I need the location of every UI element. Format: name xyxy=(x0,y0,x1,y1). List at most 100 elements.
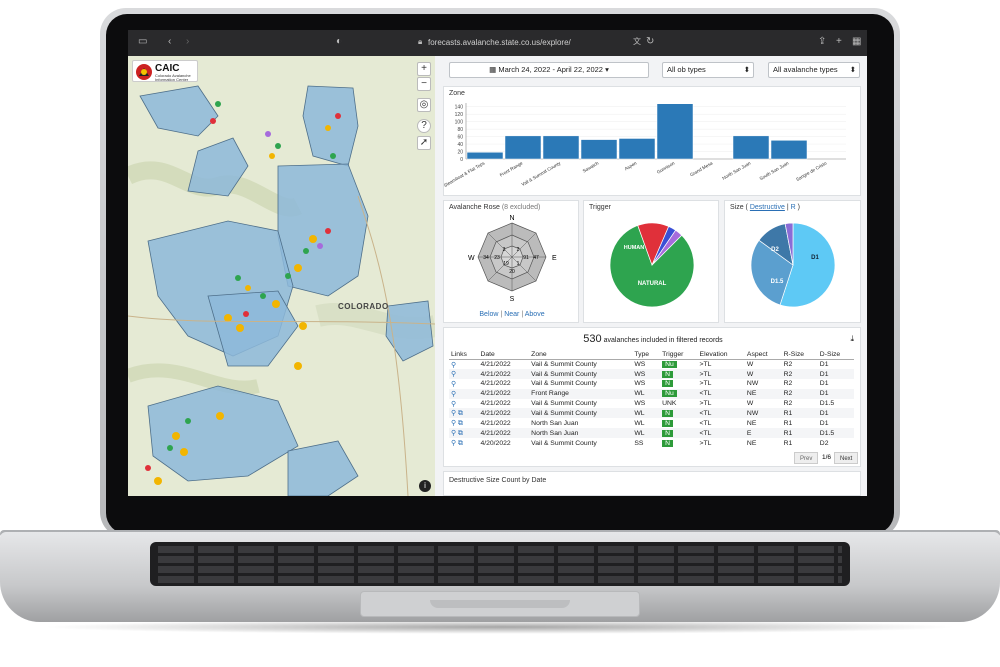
trigger-badge: UNK xyxy=(662,400,677,408)
trigger-badge: N xyxy=(662,370,674,378)
elevation-cell: <TL xyxy=(697,428,745,439)
help-button[interactable]: ? xyxy=(417,119,431,133)
table-row[interactable]: ⚲ 4/21/2022 Front Range WL Nu <TL NE R2 D1 xyxy=(449,388,854,399)
back-icon[interactable]: ‹ xyxy=(168,36,172,47)
column-header[interactable]: Aspect xyxy=(744,350,782,360)
zone-cell: Vail & Summit County xyxy=(529,369,633,380)
size-sep: | xyxy=(786,204,789,211)
column-header[interactable]: Links xyxy=(449,350,479,360)
location-pin-icon[interactable]: ⚲ xyxy=(451,419,456,427)
location-pin-icon[interactable]: ⚲ xyxy=(451,409,456,417)
size-destructive-link[interactable]: Destructive xyxy=(749,204,785,211)
column-header[interactable]: D-Size xyxy=(817,350,854,360)
download-icon[interactable]: ⤓ xyxy=(850,334,854,343)
url-bar[interactable]: forecasts.avalanche.state.co.us/explore/ xyxy=(428,38,571,47)
table-row[interactable]: ⚲ ⧉ 4/21/2022 North San Juan WL N <TL NE R1 D1 xyxy=(449,418,854,428)
y-tick-label: 20 xyxy=(457,150,463,156)
ob-types-value: All ob types xyxy=(667,65,706,74)
rose-below-link[interactable]: Below xyxy=(479,311,499,318)
select-arrows-icon: ⬍ xyxy=(849,65,856,74)
trigger-badge: N xyxy=(662,409,674,417)
r-size-cell: R1 xyxy=(783,439,793,447)
r-size-cell: R2 xyxy=(783,380,793,388)
elevation-cell: <TL xyxy=(699,419,712,427)
rose-near-link[interactable]: Near xyxy=(504,311,520,318)
pie-label: D2 xyxy=(771,247,779,253)
d-size-cell: D1.5 xyxy=(819,400,835,408)
rose-above-link[interactable]: Above xyxy=(524,311,545,318)
column-header[interactable]: Elevation xyxy=(697,350,745,360)
rose-west: W xyxy=(468,255,475,262)
location-pin-icon[interactable]: ⚲ xyxy=(451,371,456,379)
location-pin-icon[interactable]: ⚲ xyxy=(451,380,456,388)
screen: ▭ ‹ › ◐ 🔒︎ forecasts.avalanche.state.co.… xyxy=(128,30,867,496)
d-size-cell: D1 xyxy=(817,369,854,380)
column-header[interactable]: R-Size xyxy=(781,350,818,360)
avalanche-types-select[interactable]: All avalanche types ⬍ xyxy=(768,62,860,78)
zoom-in-button[interactable]: + xyxy=(417,62,431,76)
caic-logo: CAIC Colorado Avalanche Information Cent… xyxy=(132,60,198,82)
locate-icon[interactable]: ◎ xyxy=(417,98,431,112)
location-pin-icon[interactable]: ⚲ xyxy=(451,439,456,447)
pie-slice[interactable] xyxy=(651,229,683,266)
table-row[interactable]: ⚲ ⧉ 4/20/2022 Vail & Summit County SS N >TL NE… xyxy=(449,438,854,448)
prev-page-button[interactable]: Prev xyxy=(794,452,819,464)
shield-icon: ◐ xyxy=(336,36,343,47)
pie-slice[interactable] xyxy=(609,225,695,308)
sidebar-toggle-icon[interactable]: ▭ xyxy=(138,36,148,47)
trigger-badge: Nu xyxy=(662,390,677,398)
location-pin-icon[interactable]: ⚲ xyxy=(451,400,456,408)
date-cell: 4/21/2022 xyxy=(480,361,511,369)
trigger-chart-card: Trigger NATURAL HUMAN xyxy=(583,200,719,323)
next-page-button[interactable]: Next xyxy=(834,452,859,464)
map[interactable]: CAIC Colorado Avalanche Information Cent… xyxy=(128,56,435,496)
logo-title: CAIC xyxy=(155,63,180,74)
date-cell: 4/21/2022 xyxy=(478,428,530,439)
pie-slice[interactable] xyxy=(779,222,836,308)
avalanche-rose[interactable]: N E S W 34 23 91 47 20 19 1 2 3 xyxy=(444,215,580,315)
r-size-cell: R2 xyxy=(783,361,793,369)
x-tick-label: Gunnison xyxy=(656,160,676,174)
y-tick-label: 100 xyxy=(455,120,464,126)
table-row[interactable]: ⚲ 4/21/2022 Vail & Summit County WS UNK >TL W R… xyxy=(449,399,854,409)
external-link-icon[interactable]: ⧉ xyxy=(455,419,463,427)
ob-types-select[interactable]: All ob types ⬍ xyxy=(662,62,754,78)
external-link-icon[interactable]: ⧉ xyxy=(455,429,463,437)
table-row[interactable]: ⚲ ⧉ 4/21/2022 North San Juan WL N <TL E R1 D1.5 xyxy=(449,428,854,439)
zone-cell: Vail & Summit County xyxy=(531,380,597,388)
column-header[interactable]: Date xyxy=(478,350,530,360)
pointer-icon[interactable]: ➚ xyxy=(417,136,431,150)
table-row[interactable]: ⚲ 4/21/2022 Vail & Summit County WS N >TL W R2 D… xyxy=(449,369,854,380)
tabs-overview-icon[interactable]: ▦ xyxy=(852,36,862,47)
info-button[interactable]: i xyxy=(419,480,431,492)
column-header[interactable]: Type xyxy=(632,350,661,360)
caret-down-icon: ▾ xyxy=(602,65,609,74)
r-size-cell: R1 xyxy=(781,428,818,439)
laptop-notch xyxy=(430,600,570,608)
r-size-cell: R2 xyxy=(781,388,818,399)
share-icon[interactable]: ⇪ xyxy=(818,36,827,47)
laptop-shadow xyxy=(40,620,960,634)
location-pin-icon[interactable]: ⚲ xyxy=(451,390,456,398)
size-r-link[interactable]: R xyxy=(790,204,796,211)
pie-slice[interactable] xyxy=(750,239,794,306)
location-pin-icon[interactable]: ⚲ xyxy=(451,361,456,369)
external-link-icon[interactable]: ⧉ xyxy=(455,409,463,417)
d-size-cell: D1 xyxy=(819,419,829,427)
table-row[interactable]: ⚲ 4/21/2022 Vail & Summit County WS Nu >TL W R2… xyxy=(449,360,854,370)
date-range-picker[interactable]: ▦ March 24, 2022 - April 22, 2022 ▾ xyxy=(449,62,649,78)
location-pin-icon[interactable]: ⚲ xyxy=(451,429,456,437)
map-canvas[interactable] xyxy=(128,56,435,496)
table-row[interactable]: ⚲ ⧉ 4/21/2022 Vail & Summit County WL N <TL NW… xyxy=(449,408,854,419)
pie-slice[interactable] xyxy=(784,222,794,266)
forward-icon[interactable]: › xyxy=(186,36,190,47)
translate-icon[interactable]: 文 xyxy=(633,37,641,46)
zoom-out-button[interactable]: − xyxy=(417,77,431,91)
external-link-icon[interactable]: ⧉ xyxy=(455,439,463,447)
new-tab-icon[interactable]: + xyxy=(836,36,842,47)
column-header[interactable]: Trigger xyxy=(660,350,698,360)
reload-icon[interactable]: ↻ xyxy=(646,36,655,47)
pie-label: D1.5 xyxy=(771,279,784,285)
column-header[interactable]: Zone xyxy=(529,350,633,360)
table-row[interactable]: ⚲ 4/21/2022 Vail & Summit County WS N >TL NW R2… xyxy=(449,379,854,389)
